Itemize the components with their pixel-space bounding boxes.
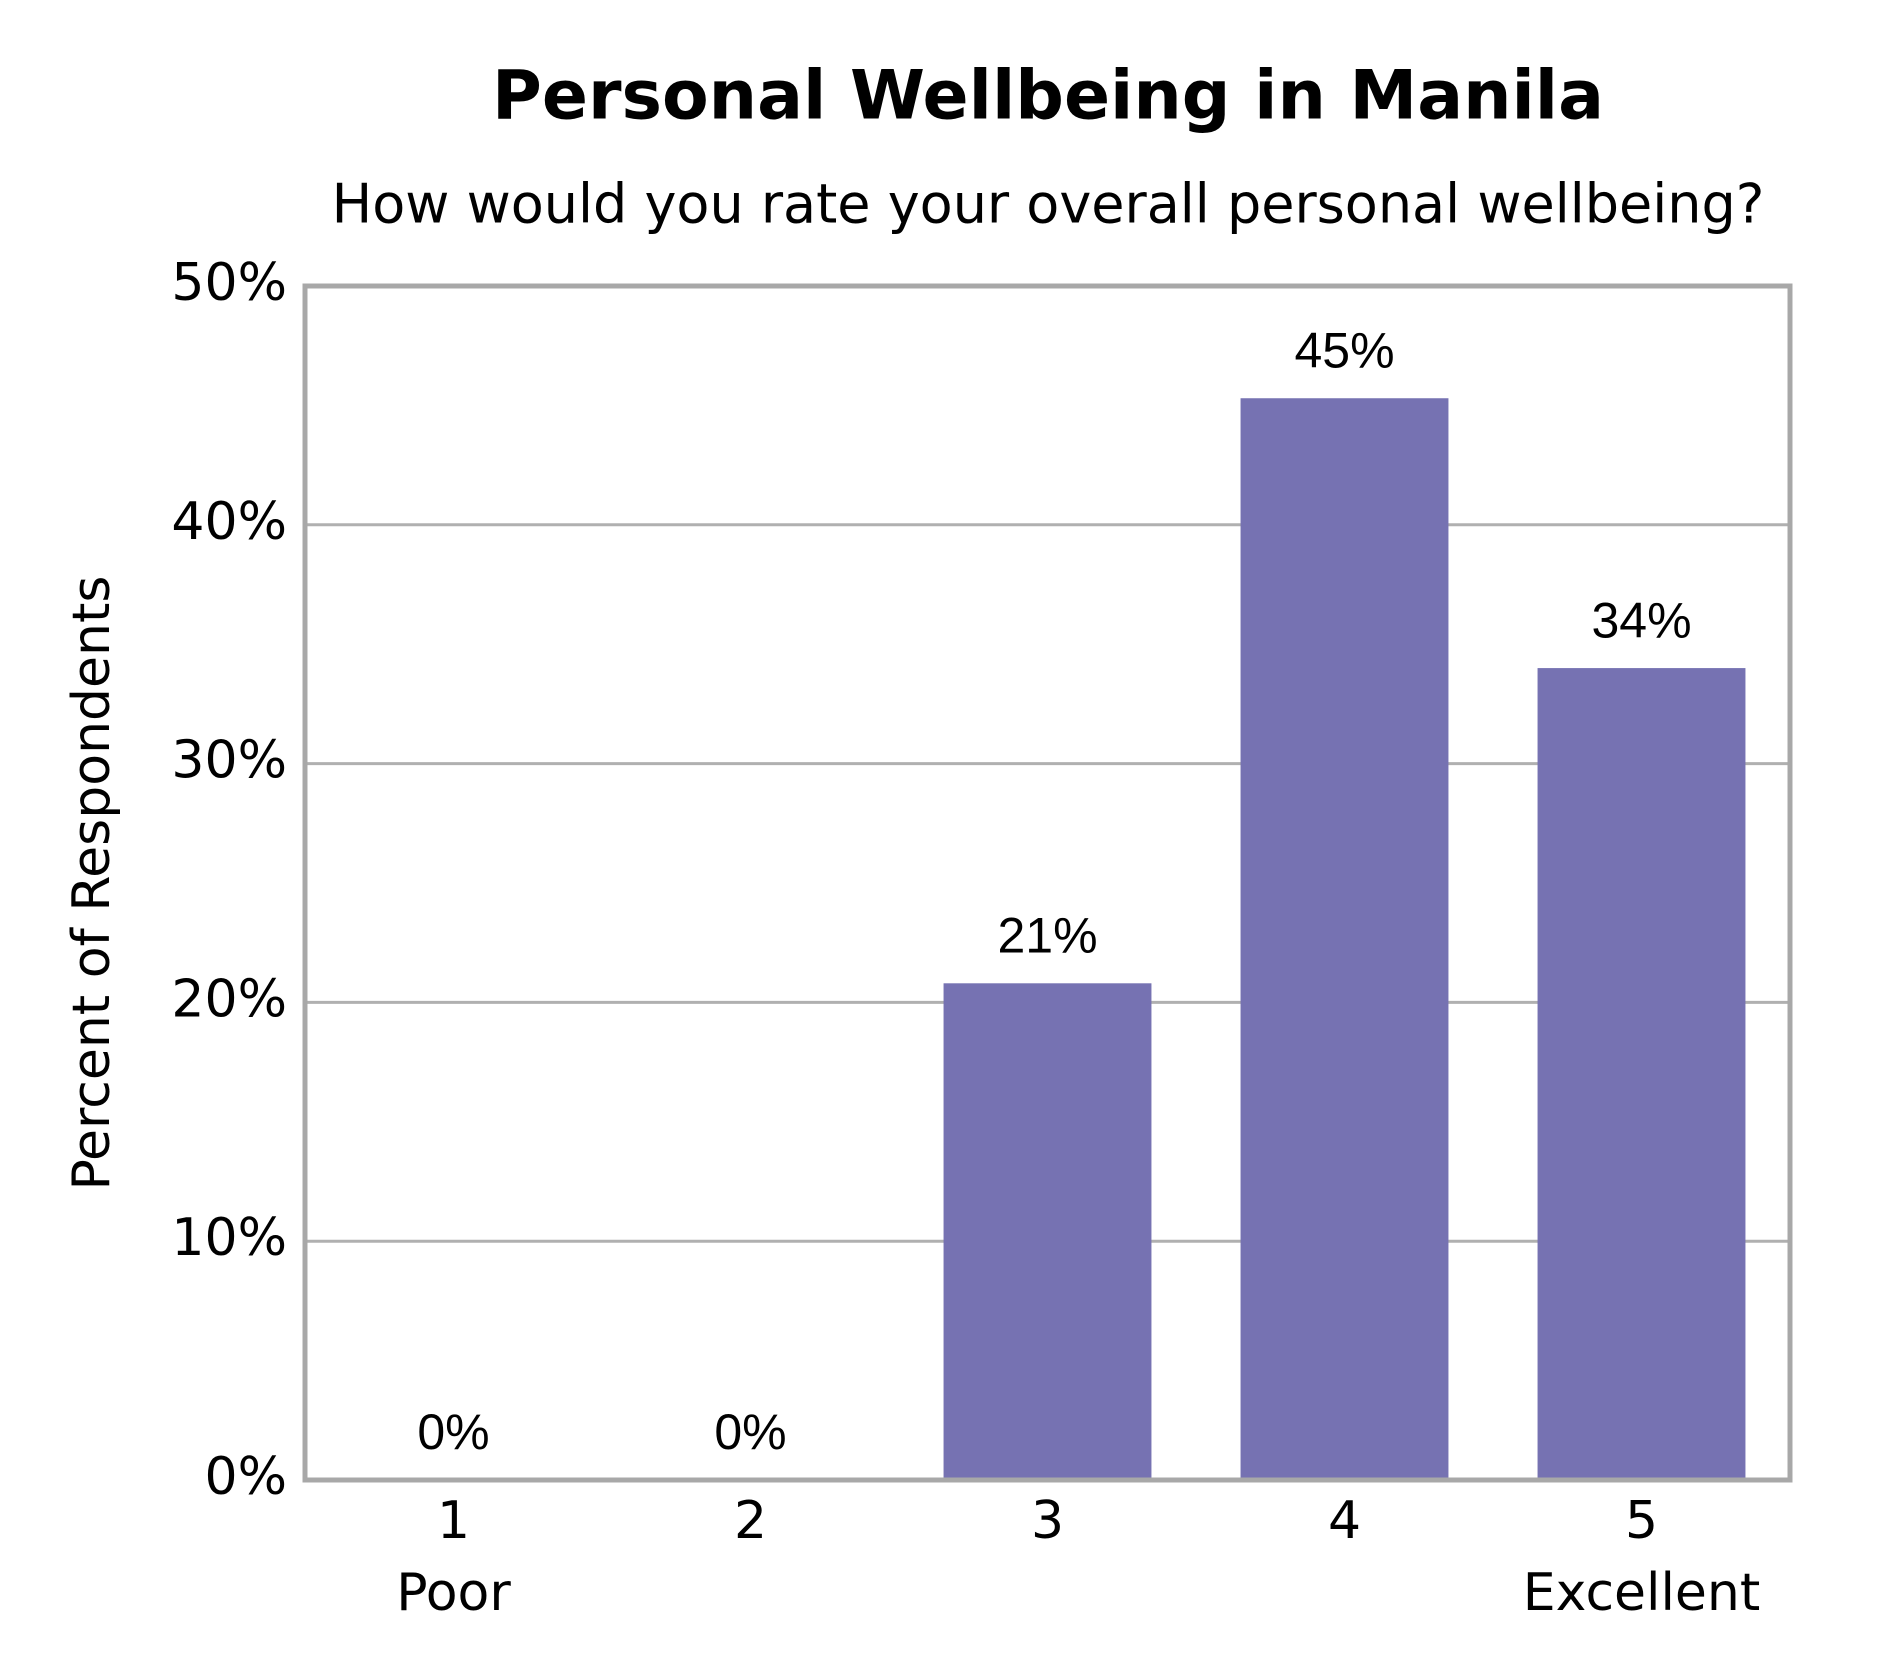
x-tick-label: 2 bbox=[734, 1491, 767, 1551]
y-tick-label: 10% bbox=[171, 1208, 287, 1268]
x-tick-label: 4 bbox=[1328, 1491, 1361, 1551]
data-label: 34% bbox=[1591, 592, 1691, 648]
bar bbox=[943, 983, 1152, 1480]
y-tick-label: 20% bbox=[171, 969, 287, 1029]
bar bbox=[1537, 668, 1746, 1480]
y-axis-label: Percent of Respondents bbox=[62, 576, 122, 1191]
data-label: 0% bbox=[417, 1404, 489, 1460]
y-tick-label: 40% bbox=[171, 492, 287, 552]
y-tick-label: 50% bbox=[171, 253, 287, 313]
x-tick-label: 1 bbox=[437, 1491, 470, 1551]
data-label: 21% bbox=[997, 907, 1097, 963]
data-label: 45% bbox=[1294, 322, 1394, 378]
x-tick-label: Excellent bbox=[1523, 1563, 1761, 1623]
plot-frame bbox=[302, 283, 1793, 1483]
x-tick-label: 5 bbox=[1625, 1491, 1658, 1551]
bar bbox=[1240, 398, 1449, 1481]
chart-subtitle: How would you rate your overall personal… bbox=[332, 173, 1765, 236]
x-tick-label: 3 bbox=[1031, 1491, 1064, 1551]
y-tick-label: 0% bbox=[205, 1447, 288, 1507]
chart-title: Personal Wellbeing in Manila bbox=[492, 57, 1604, 136]
x-tick-label: Poor bbox=[396, 1563, 511, 1623]
y-tick-label: 30% bbox=[171, 731, 287, 791]
data-label: 0% bbox=[714, 1404, 786, 1460]
